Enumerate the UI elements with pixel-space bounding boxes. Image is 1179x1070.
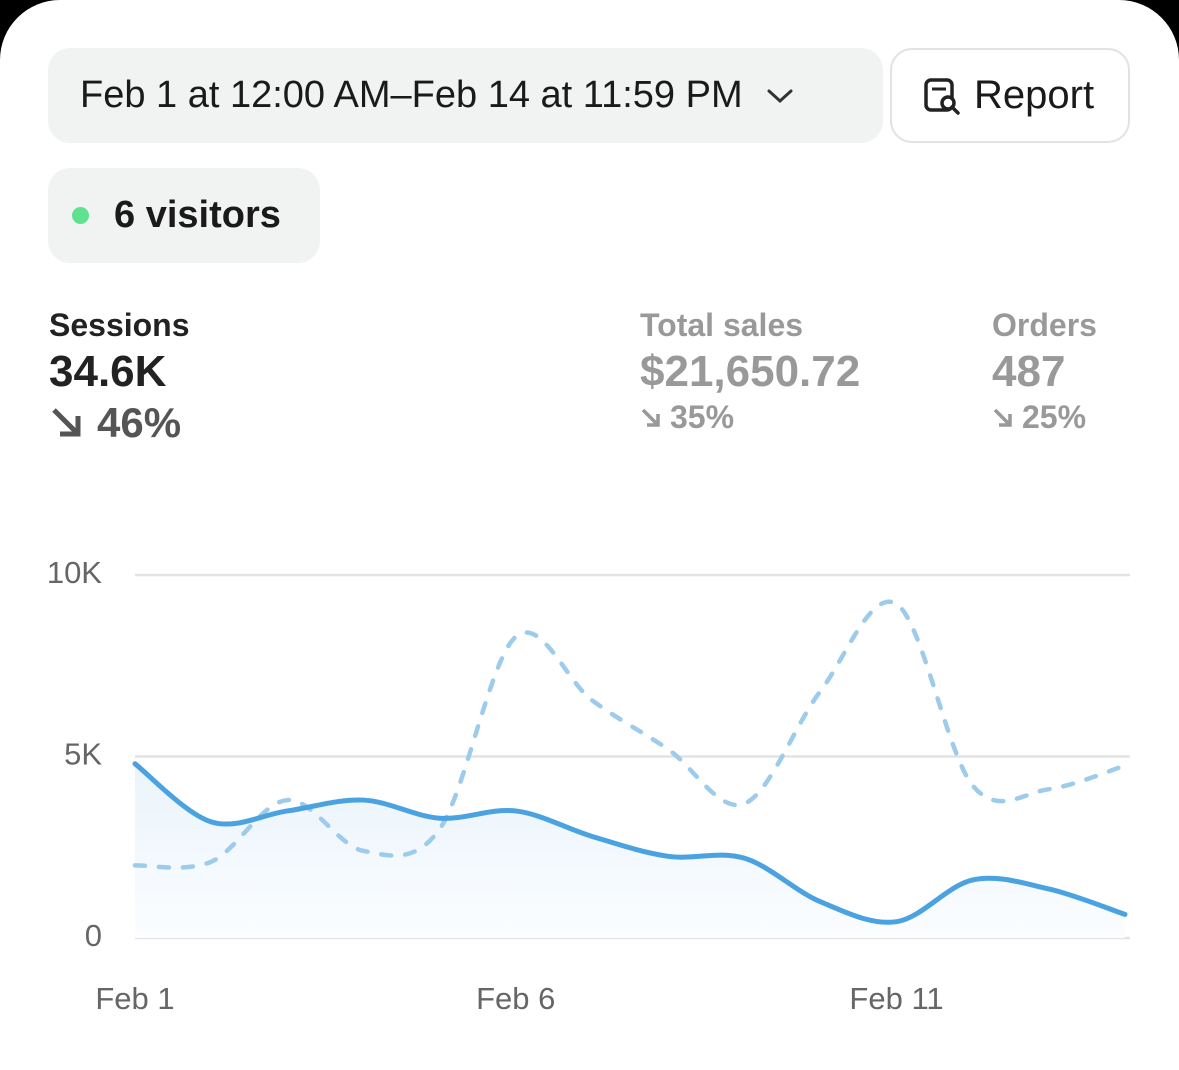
report-icon bbox=[924, 77, 960, 115]
metric-value: $21,650.72 bbox=[640, 347, 861, 396]
x-tick-label: Feb 1 bbox=[95, 981, 174, 1016]
visitors: 6 visitors bbox=[114, 194, 281, 236]
metric-value: 487 bbox=[992, 347, 1066, 396]
metric-change: 25% bbox=[1022, 399, 1087, 435]
metric-sales[interactable]: Total sales $21,650.72 35% bbox=[640, 305, 860, 436]
report-button[interactable]: Report bbox=[890, 48, 1130, 143]
report-label: Report bbox=[974, 73, 1095, 117]
date-range-button[interactable]: Feb 1 at 12:00 AM–Feb 14 at 11:59 PM bbox=[48, 48, 883, 143]
metric-change-row: 46% bbox=[49, 399, 190, 447]
area bbox=[135, 763, 1125, 938]
metric-value: 34.6K bbox=[49, 347, 167, 396]
metric-label: Total sales bbox=[640, 307, 804, 343]
live-dot bbox=[72, 207, 89, 224]
visitors-pill[interactable]: 6 visitors bbox=[48, 168, 320, 263]
metric-change: 35% bbox=[670, 399, 735, 435]
down-arrow bbox=[641, 408, 660, 427]
metric-sessions[interactable]: Sessions 34.6K 46% bbox=[49, 305, 190, 447]
date-range: Feb 1 at 12:00 AM–Feb 14 at 11:59 PM bbox=[80, 74, 743, 116]
y-tick-label: 5K bbox=[64, 737, 102, 772]
chevron bbox=[767, 89, 793, 103]
metric-change-row: 25% bbox=[992, 399, 1097, 436]
metric-change-row: 35% bbox=[640, 399, 860, 436]
down-arrow bbox=[52, 408, 81, 437]
metric-label: Sessions bbox=[49, 307, 190, 343]
metric-label: Orders bbox=[992, 307, 1097, 343]
y-tick-label: 10K bbox=[47, 555, 102, 590]
x-tick-label: Feb 11 bbox=[849, 981, 943, 1016]
y-tick-label: 0 bbox=[85, 918, 102, 953]
metric-orders[interactable]: Orders 487 25% bbox=[992, 305, 1097, 436]
down-arrow bbox=[993, 408, 1012, 427]
x-tick-label: Feb 6 bbox=[476, 981, 555, 1016]
comparison-line bbox=[132, 599, 1128, 870]
sessions-line bbox=[132, 761, 1128, 925]
metric-change: 46% bbox=[97, 399, 182, 446]
